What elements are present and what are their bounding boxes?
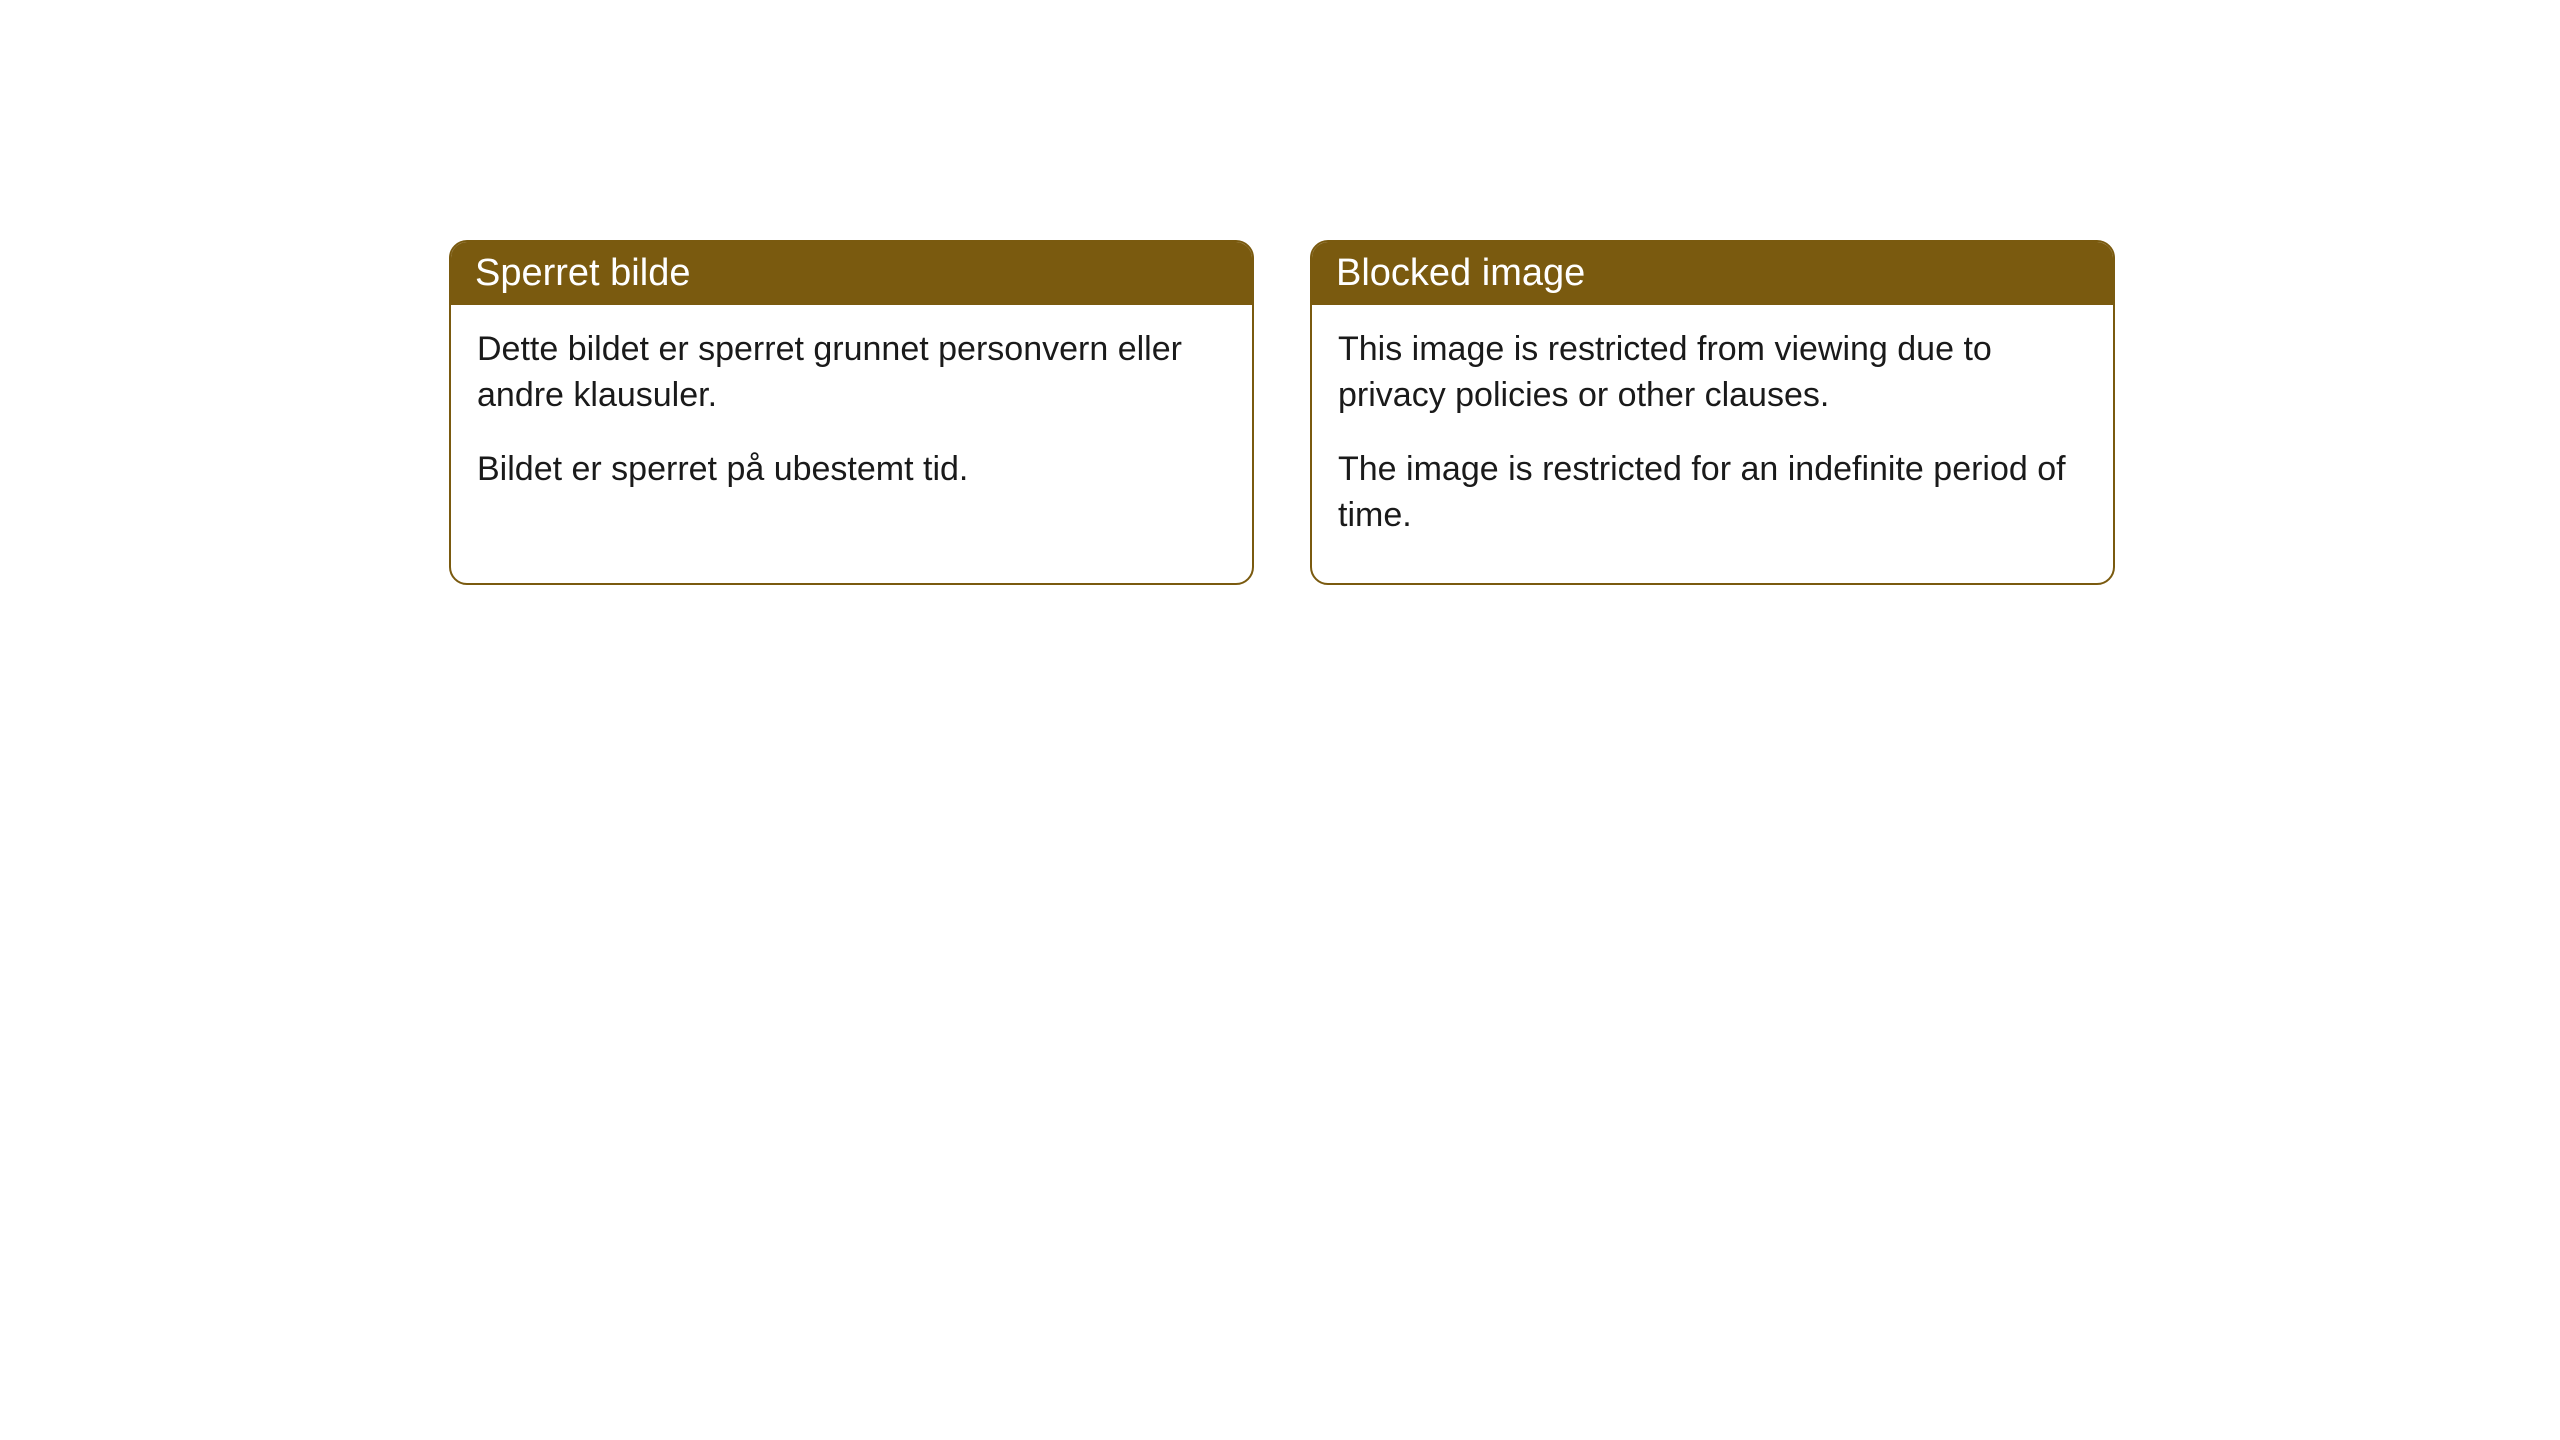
card-paragraph-1-norwegian: Dette bildet er sperret grunnet personve…	[477, 327, 1226, 419]
cards-container: Sperret bilde Dette bildet er sperret gr…	[449, 240, 2115, 585]
card-header-english: Blocked image	[1312, 242, 2113, 305]
card-body-english: This image is restricted from viewing du…	[1312, 305, 2113, 583]
card-norwegian: Sperret bilde Dette bildet er sperret gr…	[449, 240, 1254, 585]
card-paragraph-2-english: The image is restricted for an indefinit…	[1338, 447, 2087, 539]
card-body-norwegian: Dette bildet er sperret grunnet personve…	[451, 305, 1252, 537]
card-paragraph-1-english: This image is restricted from viewing du…	[1338, 327, 2087, 419]
card-english: Blocked image This image is restricted f…	[1310, 240, 2115, 585]
card-title-norwegian: Sperret bilde	[475, 252, 690, 294]
card-title-english: Blocked image	[1336, 252, 1585, 294]
card-header-norwegian: Sperret bilde	[451, 242, 1252, 305]
card-paragraph-2-norwegian: Bildet er sperret på ubestemt tid.	[477, 447, 1226, 493]
